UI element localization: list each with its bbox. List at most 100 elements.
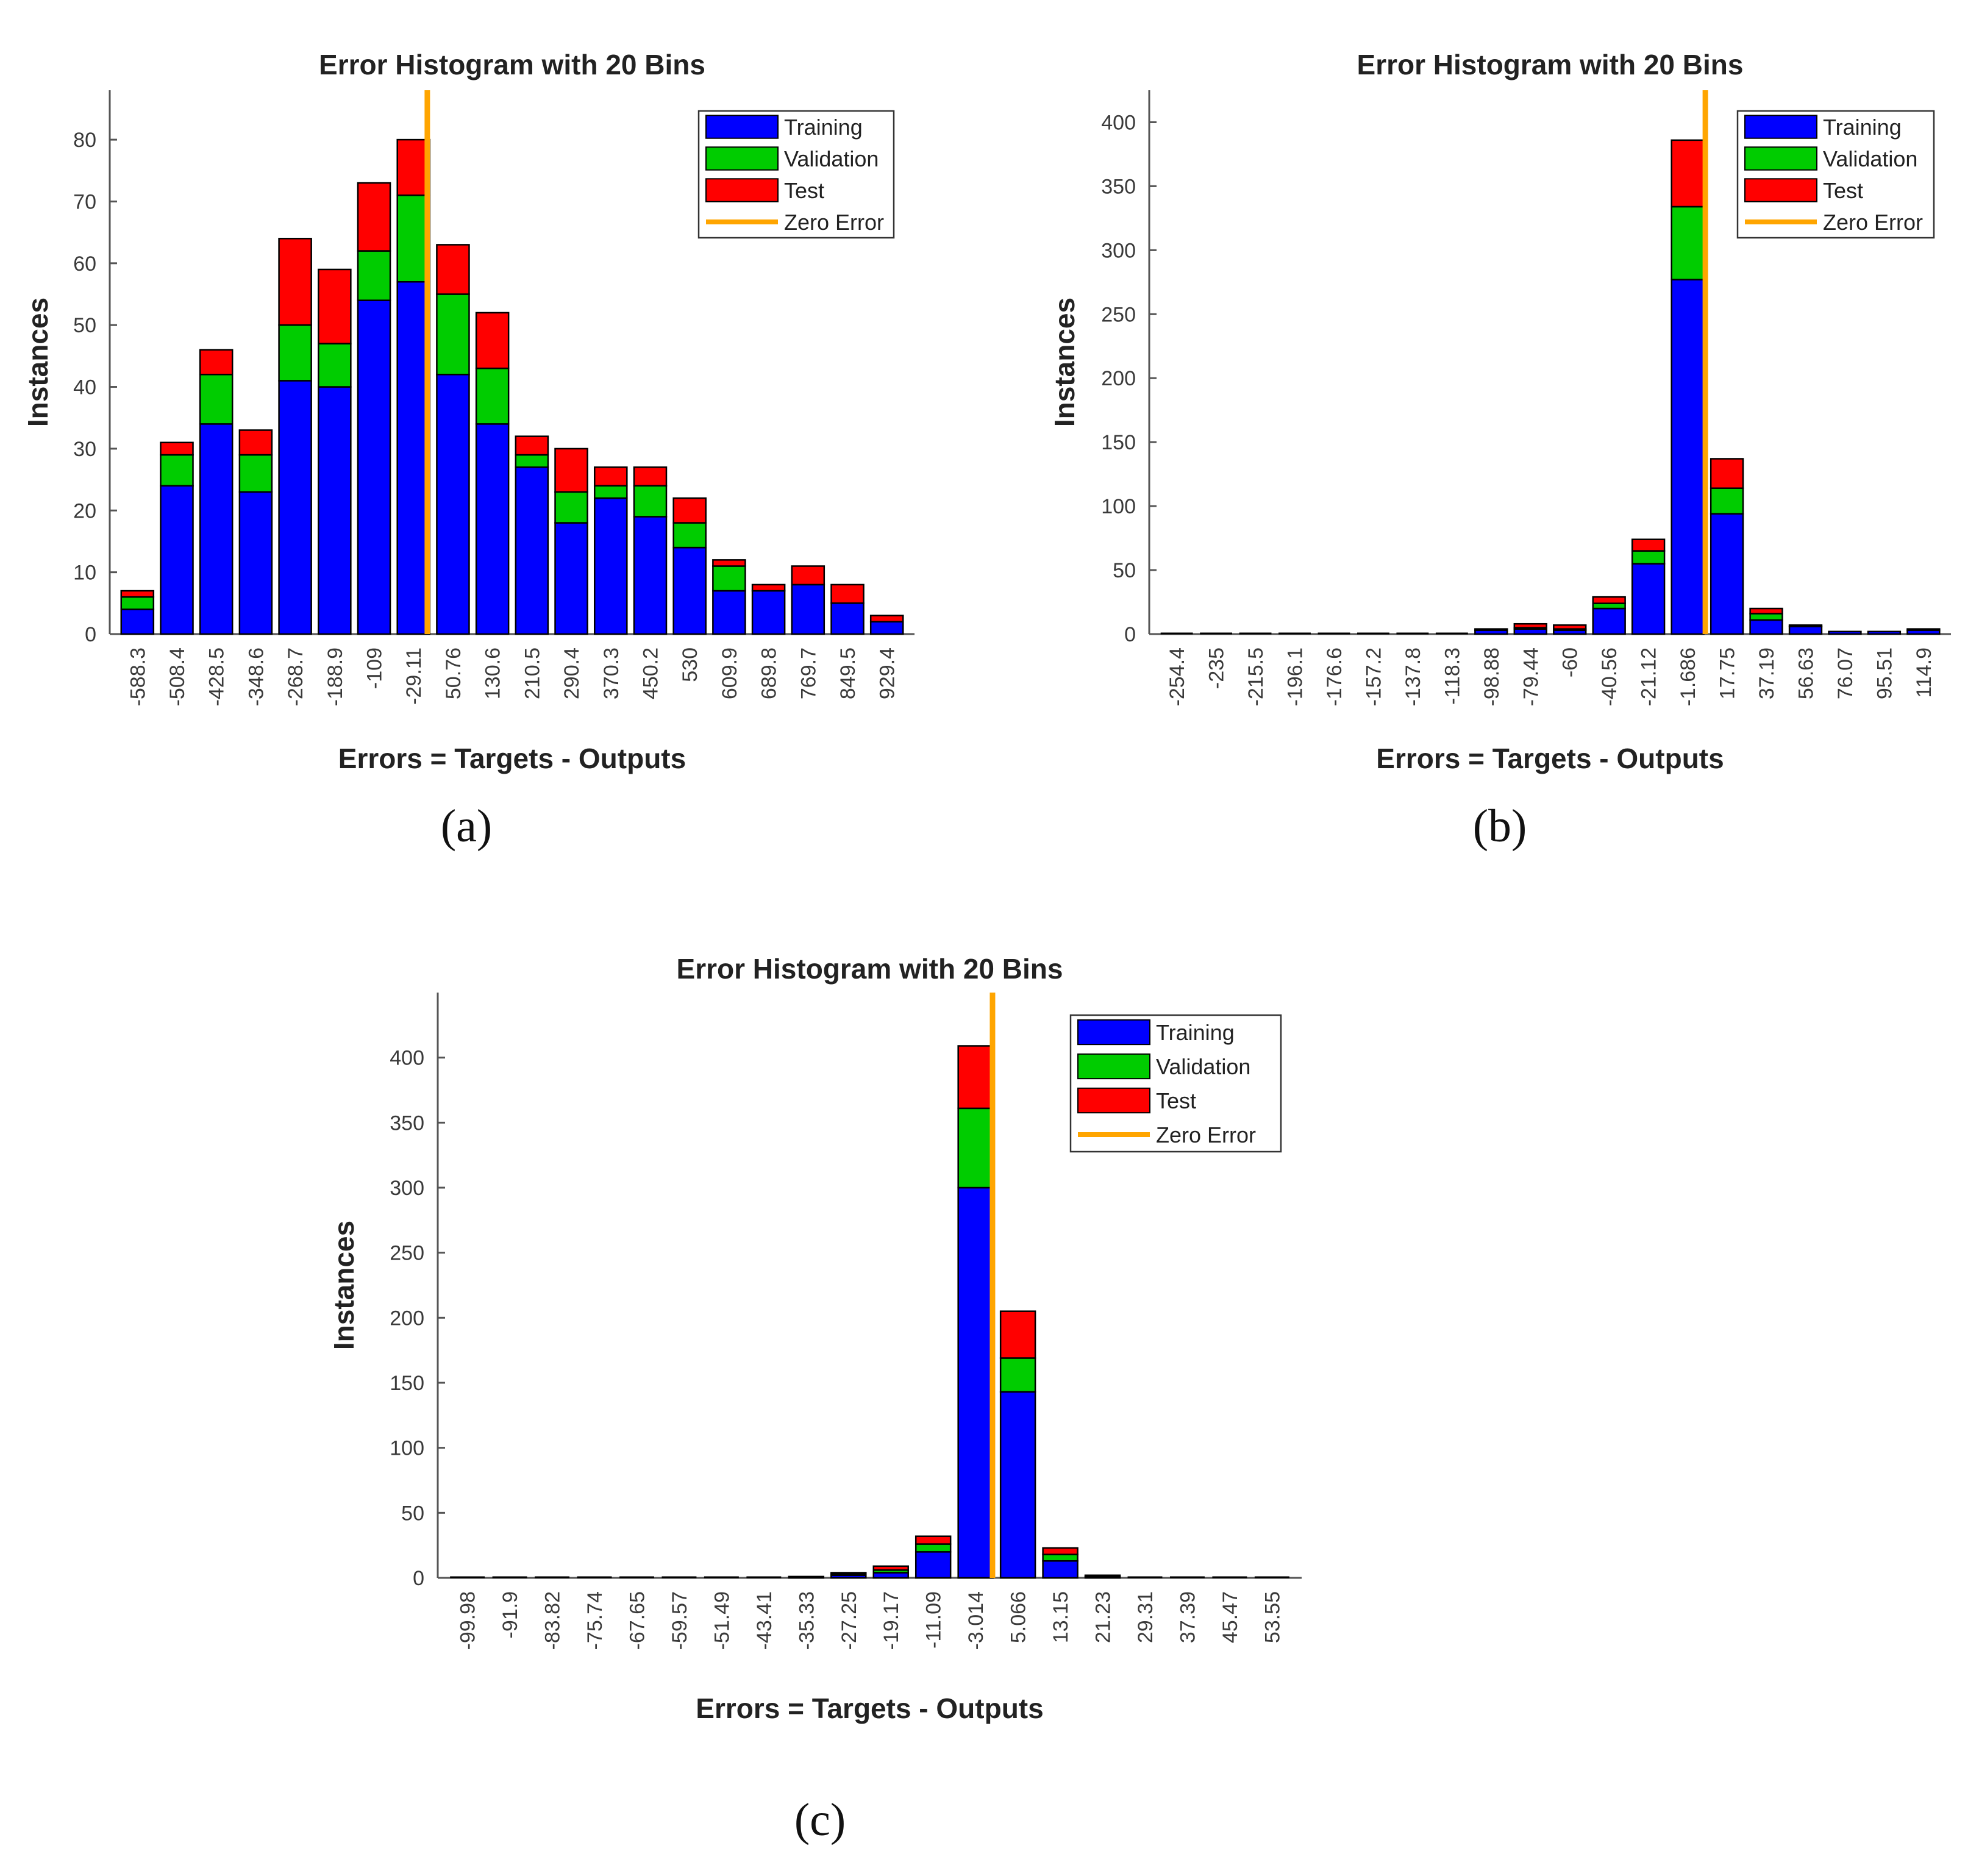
chart-c-x-tick-label: -3.014 [965, 1591, 988, 1650]
chart-b-x-tick-label: -254.4 [1166, 647, 1189, 706]
chart-b-bar-test [1592, 596, 1626, 604]
chart-b-bar-test [1513, 622, 1547, 629]
chart-a-bar-training [751, 590, 786, 635]
chart-b-x-tick-label: -118.3 [1441, 647, 1464, 705]
chart-a: (a) Error Histogram with 20 Bins 0 10 20 30 4… [22, 49, 915, 852]
chart-b-y-axis-label: Instances [1049, 298, 1080, 427]
chart-a-bar-training [238, 491, 273, 635]
chart-c-bar-test [1084, 1574, 1121, 1578]
chart-b-bar-test [1671, 139, 1705, 208]
chart-a-bar-validation [593, 485, 628, 499]
chart-b-x-tick-label: -40.56 [1598, 647, 1621, 706]
chart-c-x-tick-label: -19.17 [880, 1591, 903, 1650]
chart-b-legend-swatch [1744, 115, 1817, 139]
chart-a-legend-swatch [705, 178, 779, 202]
chart-a-x-tick-label: -348.6 [244, 647, 268, 706]
chart-c-bar-test [1042, 1547, 1079, 1555]
chart-c-bar-validation [915, 1543, 952, 1553]
chart-c-bar-test [872, 1565, 909, 1571]
chart-c-x-tick-label: -27.25 [838, 1591, 861, 1650]
chart-a-bar-training [475, 423, 510, 635]
chart-a-legend-label: Validation [784, 146, 879, 171]
chart-a-bar-validation [633, 485, 668, 518]
chart-a-bar-training [120, 608, 155, 635]
chart-c-y-tick-label: 100 [390, 1437, 424, 1460]
chart-a-x-tick-label: 450.2 [639, 647, 662, 699]
chart-a-x-tick-label: 290.4 [560, 647, 583, 699]
chart-a-y-tick-label: 60 [73, 252, 96, 276]
chart-b-bar-validation [1749, 613, 1783, 621]
chart-b-x-tick-label: 76.07 [1834, 647, 1857, 699]
chart-b-bar-test [1553, 624, 1587, 630]
chart-b-bar-test [1474, 628, 1508, 631]
chart-a-bar-training [830, 602, 865, 635]
chart-b-x-tick-label: -1.686 [1677, 647, 1700, 706]
chart-c-legend-label: Test [1156, 1088, 1196, 1113]
chart-a-bar-training [515, 466, 549, 635]
chart-a-x-tick-label: 929.4 [876, 647, 899, 699]
chart-b-x-tick-label: 95.51 [1873, 647, 1896, 699]
chart-a-x-tick-label: 849.5 [836, 647, 860, 699]
chart-a-y-axis-label: Instances [22, 298, 54, 427]
chart-c-x-tick-label: 45.47 [1219, 1591, 1242, 1643]
chart-b-x-tick-label: -21.12 [1638, 647, 1661, 706]
chart-a-bar-test [515, 435, 549, 456]
chart-c-x-tick-label: 21.23 [1092, 1591, 1115, 1643]
chart-b-y-tick-label: 200 [1101, 367, 1136, 390]
chart-a-y-tick-label: 50 [73, 314, 96, 337]
chart-b-bar-training [1592, 607, 1626, 635]
chart-b-y-tick-label: 50 [1113, 559, 1136, 582]
chart-b-bar-test [1710, 458, 1744, 489]
chart-a-bar-training [791, 583, 825, 635]
chart-c-bar-training [957, 1186, 994, 1579]
chart-a-bar-test [712, 559, 746, 567]
chart-b-legend-label: Training [1823, 115, 1902, 140]
chart-a-bar-test [751, 583, 786, 592]
chart-c-x-tick-label: 5.066 [1007, 1591, 1030, 1643]
chart-b-bar-training [1671, 279, 1705, 635]
chart-b-x-tick-label: -215.5 [1244, 647, 1268, 706]
chart-b-bar-validation [1788, 624, 1823, 627]
chart-b-bar-test [1631, 538, 1666, 552]
chart-a-x-tick-label: 609.9 [718, 647, 741, 699]
chart-a-bar-training [593, 497, 628, 635]
chart-b-y-tick-label: 350 [1101, 175, 1136, 198]
chart-c-legend-swatch [1077, 1019, 1150, 1046]
chart-a-panel-label: (a) [441, 801, 492, 852]
chart-c-x-tick-label: 37.39 [1176, 1591, 1199, 1643]
chart-a-legend-label: Training [784, 115, 863, 140]
chart-b-bar-validation [1710, 487, 1744, 515]
chart-a-legend-label: Zero Error [784, 210, 884, 235]
chart-a-bar-validation [318, 343, 352, 388]
chart-a-bar-test [357, 182, 391, 252]
chart-c-x-tick-label: -11.09 [922, 1591, 946, 1649]
chart-a-bar-test [318, 268, 352, 344]
chart-b-x-tick-label: 114.9 [1913, 647, 1936, 698]
chart-a-bar-test [475, 312, 510, 369]
chart-b-bar-training [1749, 619, 1783, 635]
chart-a-x-tick-label: -188.9 [324, 647, 347, 706]
chart-c-y-tick-label: 300 [390, 1177, 424, 1200]
chart-b-x-tick-label: 56.63 [1794, 647, 1817, 699]
chart-a-x-tick-label: -588.3 [126, 647, 149, 706]
chart-b-legend: Training Validation Test Zero Error [1736, 110, 1935, 239]
chart-a-bar-training [199, 423, 234, 635]
chart-b-bar-test [1749, 607, 1783, 615]
chart-c-panel-label: (c) [794, 1794, 846, 1846]
chart-a-bar-validation [672, 522, 707, 549]
chart-b-y-tick-label: 400 [1101, 111, 1136, 134]
chart-a-x-tick-label: -29.11 [402, 647, 426, 705]
chart-b-bar-training [1631, 563, 1666, 635]
chart-a-y-tick-label: 40 [73, 376, 96, 399]
chart-c: (c) Error Histogram with 20 Bins 0 50 100 15… [328, 953, 1302, 1846]
chart-a-y-tick-label: 0 [85, 623, 96, 646]
chart-a-bar-test [830, 583, 865, 604]
chart-c-y-axis-label: Instances [328, 1221, 360, 1350]
chart-a-bar-test [554, 448, 588, 493]
chart-a-bar-validation [554, 491, 588, 524]
chart-c-legend-label: Training [1156, 1020, 1235, 1045]
chart-c-y-tick-label: 400 [390, 1047, 424, 1070]
chart-b-x-tick-label: -176.6 [1323, 647, 1346, 706]
chart-a-x-tick-label: -508.4 [166, 647, 189, 706]
